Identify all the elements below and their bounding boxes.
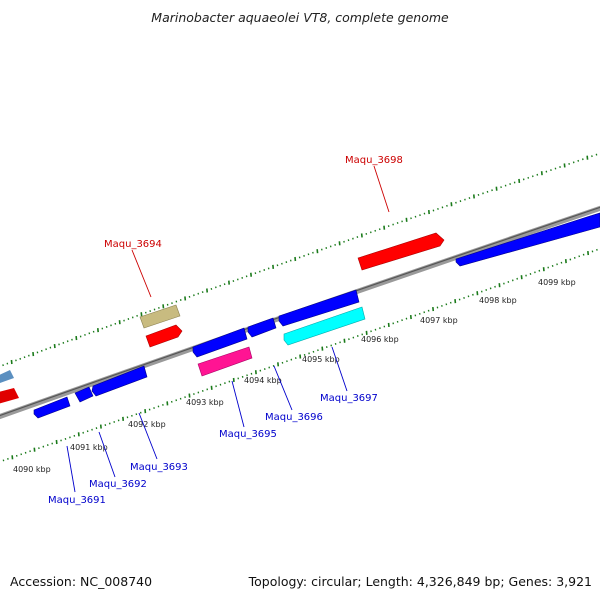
gene-arrow: [247, 317, 277, 338]
tick-labels: 4090 kbp 4091 kbp 4092 kbp 4093 kbp 4094…: [13, 278, 576, 474]
tick-label: 4093 kbp: [186, 398, 224, 407]
forward-strand-features: [0, 232, 445, 404]
gene-label: Maqu_3694: [104, 239, 162, 250]
gene-arrow: [455, 212, 600, 267]
gene-block: [0, 370, 14, 383]
gene-label: Maqu_3698: [345, 155, 403, 166]
accession-text: Accession: NC_008740: [10, 574, 153, 589]
gene-arrow: [197, 346, 253, 377]
gene-arrow: [278, 289, 360, 327]
gene-arrow: [33, 396, 71, 419]
gene-label: Maqu_3696: [265, 412, 323, 423]
tick-label: 4094 kbp: [244, 376, 282, 385]
gene-arrow: [357, 232, 445, 271]
gene-arrow: [0, 388, 19, 404]
tick-label: 4098 kbp: [479, 296, 517, 305]
tick-label: 4095 kbp: [302, 355, 340, 364]
gene-arrow: [145, 324, 183, 348]
map-title: Marinobacter aquaeolei VT8, complete gen…: [151, 10, 449, 25]
reverse-strand-features: [33, 212, 600, 419]
tick-dots: [2, 153, 598, 462]
gene-arrow: [74, 386, 94, 403]
gene-label: Maqu_3692: [89, 479, 147, 490]
gene-label: Maqu_3691: [48, 495, 106, 506]
tick-label: 4099 kbp: [538, 278, 576, 287]
genome-stats-text: Topology: circular; Length: 4,326,849 bp…: [248, 574, 592, 589]
gene-arrow: [192, 327, 248, 358]
tick-label: 4092 kbp: [128, 420, 166, 429]
gene-labels: Maqu_3694 Maqu_3698 Maqu_3691 Maqu_3692 …: [48, 155, 403, 506]
tick-label: 4091 kbp: [70, 443, 108, 452]
tick-label: 4097 kbp: [420, 316, 458, 325]
label-leaders: [66, 165, 390, 493]
gene-block: [139, 304, 181, 329]
gene-label: Maqu_3697: [320, 393, 378, 404]
gene-label: Maqu_3695: [219, 429, 277, 440]
tick-label: 4090 kbp: [13, 465, 51, 474]
gene-arrow: [91, 365, 148, 397]
tick-label: 4096 kbp: [361, 335, 399, 344]
gene-label: Maqu_3693: [130, 462, 188, 473]
gene-arrow: [283, 306, 366, 346]
